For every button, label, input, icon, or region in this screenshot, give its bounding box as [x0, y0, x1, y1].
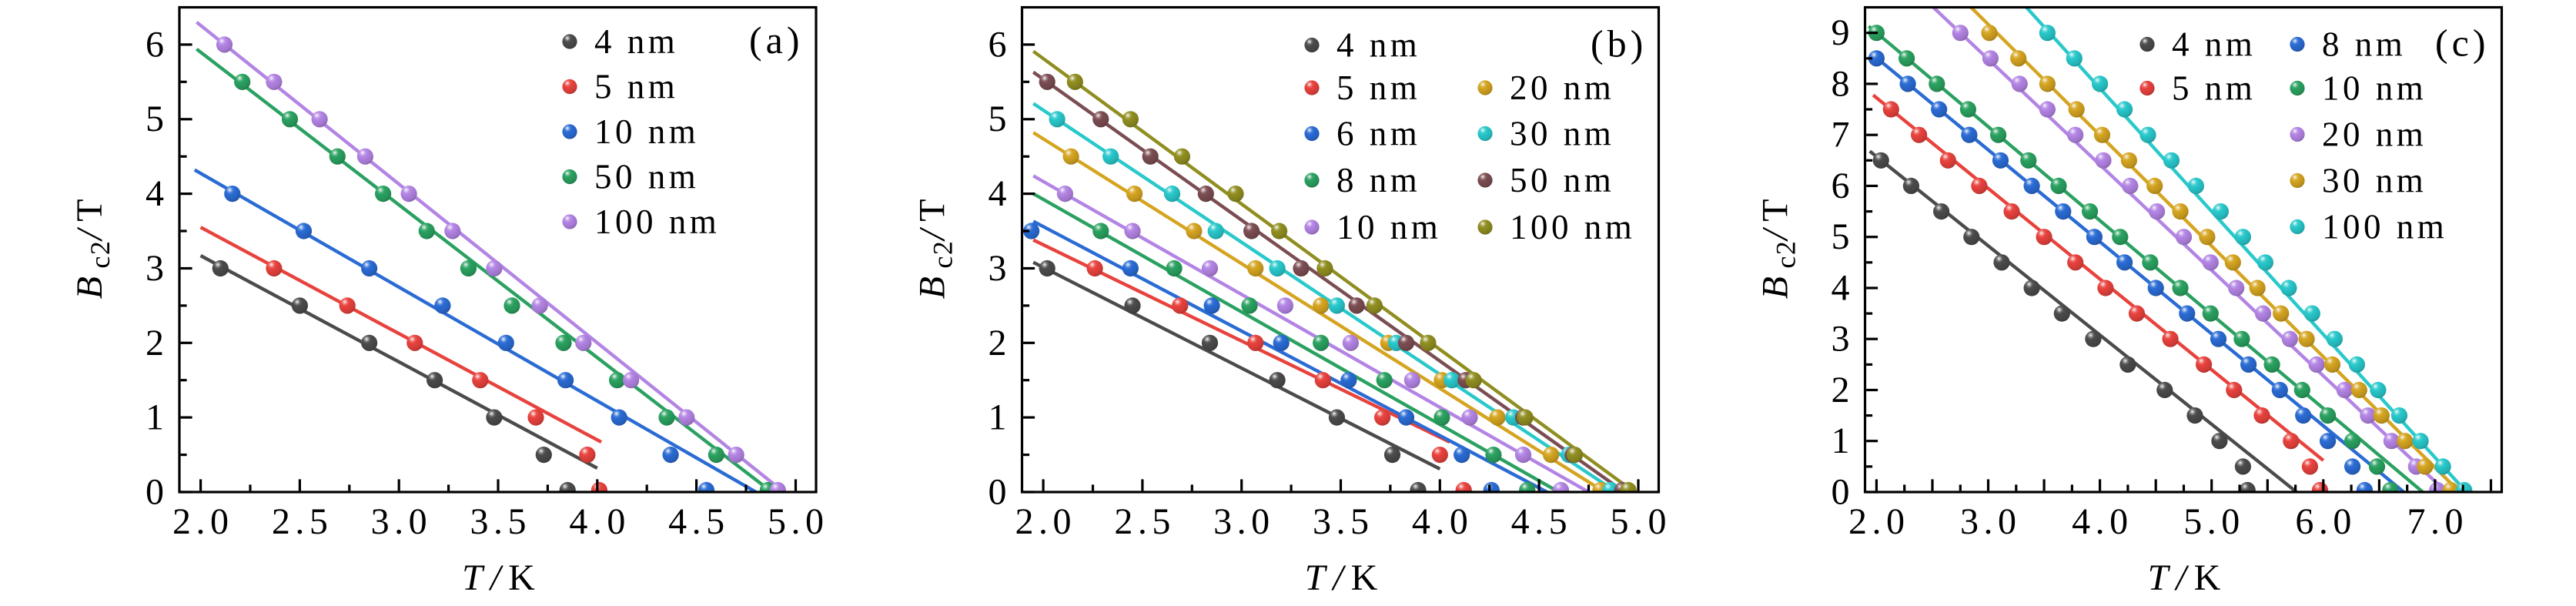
svg-text:50 nm: 50 nm — [594, 158, 699, 196]
svg-text:3.5: 3.5 — [470, 501, 532, 542]
svg-text:6: 6 — [1832, 166, 1850, 206]
svg-text:9: 9 — [1832, 12, 1850, 53]
svg-text:20 nm: 20 nm — [2322, 116, 2427, 154]
svg-text:2.0: 2.0 — [1848, 501, 1910, 542]
svg-text:10 nm: 10 nm — [2322, 69, 2427, 108]
svg-text:7: 7 — [1832, 115, 1850, 156]
svg-text:1: 1 — [146, 397, 164, 438]
svg-text:T/K: T/K — [1305, 557, 1386, 598]
svg-text:4.0: 4.0 — [1412, 501, 1474, 542]
svg-text:4: 4 — [1832, 268, 1850, 309]
svg-text:2.0: 2.0 — [172, 501, 234, 542]
svg-text:5.0: 5.0 — [768, 501, 829, 542]
svg-text:100 nm: 100 nm — [594, 203, 720, 241]
svg-text:3: 3 — [1832, 319, 1850, 360]
svg-text:8 nm: 8 nm — [1337, 161, 1420, 199]
svg-text:4 nm: 4 nm — [2172, 25, 2256, 64]
svg-text:2.0: 2.0 — [1015, 501, 1077, 542]
svg-text:5: 5 — [989, 99, 1007, 139]
svg-text:3.0: 3.0 — [1960, 501, 2022, 542]
svg-text:Bc2/T: Bc2/T — [912, 191, 958, 299]
svg-text:5: 5 — [1832, 216, 1850, 257]
svg-text:3.5: 3.5 — [1313, 501, 1374, 542]
svg-text:30 nm: 30 nm — [1510, 115, 1614, 153]
svg-text:4.0: 4.0 — [2072, 501, 2133, 542]
svg-text:2.5: 2.5 — [272, 501, 333, 542]
svg-text:5 nm: 5 nm — [594, 68, 678, 106]
svg-text:2.5: 2.5 — [1114, 501, 1176, 542]
svg-text:4.5: 4.5 — [668, 501, 730, 542]
svg-text:2: 2 — [146, 323, 164, 363]
svg-text:5 nm: 5 nm — [2172, 69, 2256, 108]
svg-text:Bc2/T: Bc2/T — [69, 191, 115, 299]
svg-text:1: 1 — [1832, 420, 1850, 461]
svg-text:(c): (c) — [2435, 22, 2490, 65]
svg-text:8: 8 — [1832, 63, 1850, 104]
svg-text:5 nm: 5 nm — [1337, 69, 1420, 107]
svg-text:3.0: 3.0 — [371, 501, 433, 542]
svg-text:0: 0 — [146, 472, 164, 513]
svg-text:10 nm: 10 nm — [594, 112, 699, 151]
svg-text:30 nm: 30 nm — [2322, 162, 2427, 200]
svg-text:4.5: 4.5 — [1511, 501, 1573, 542]
svg-text:4 nm: 4 nm — [1337, 26, 1420, 65]
svg-text:10 nm: 10 nm — [1337, 208, 1441, 246]
svg-text:5.0: 5.0 — [2183, 501, 2245, 542]
svg-text:100 nm: 100 nm — [2322, 208, 2447, 246]
svg-text:4 nm: 4 nm — [594, 22, 678, 61]
svg-text:3.0: 3.0 — [1213, 501, 1275, 542]
svg-text:8 nm: 8 nm — [2322, 25, 2406, 64]
svg-text:7.0: 7.0 — [2407, 501, 2468, 542]
svg-text:20 nm: 20 nm — [1510, 69, 1614, 107]
svg-text:2: 2 — [1832, 370, 1850, 410]
svg-text:6 nm: 6 nm — [1337, 115, 1420, 153]
svg-text:2: 2 — [989, 323, 1007, 363]
svg-text:6: 6 — [146, 24, 164, 65]
svg-text:4: 4 — [989, 173, 1007, 214]
svg-text:(b): (b) — [1591, 22, 1647, 65]
svg-text:T/K: T/K — [462, 557, 543, 598]
svg-text:4: 4 — [146, 173, 164, 214]
svg-text:3: 3 — [989, 248, 1007, 289]
svg-text:6.0: 6.0 — [2295, 501, 2357, 542]
svg-text:0: 0 — [1832, 472, 1850, 513]
svg-text:5: 5 — [146, 99, 164, 139]
svg-text:Bc2/T: Bc2/T — [1755, 191, 1802, 299]
svg-text:5.0: 5.0 — [1610, 501, 1671, 542]
svg-text:(a): (a) — [749, 18, 804, 62]
svg-text:0: 0 — [989, 472, 1007, 513]
svg-text:50 nm: 50 nm — [1510, 161, 1614, 199]
svg-text:T/K: T/K — [2148, 557, 2229, 598]
svg-text:100 nm: 100 nm — [1510, 208, 1635, 246]
svg-text:6: 6 — [989, 24, 1007, 65]
svg-text:4.0: 4.0 — [569, 501, 631, 542]
svg-text:3: 3 — [146, 248, 164, 289]
svg-text:1: 1 — [989, 397, 1007, 438]
